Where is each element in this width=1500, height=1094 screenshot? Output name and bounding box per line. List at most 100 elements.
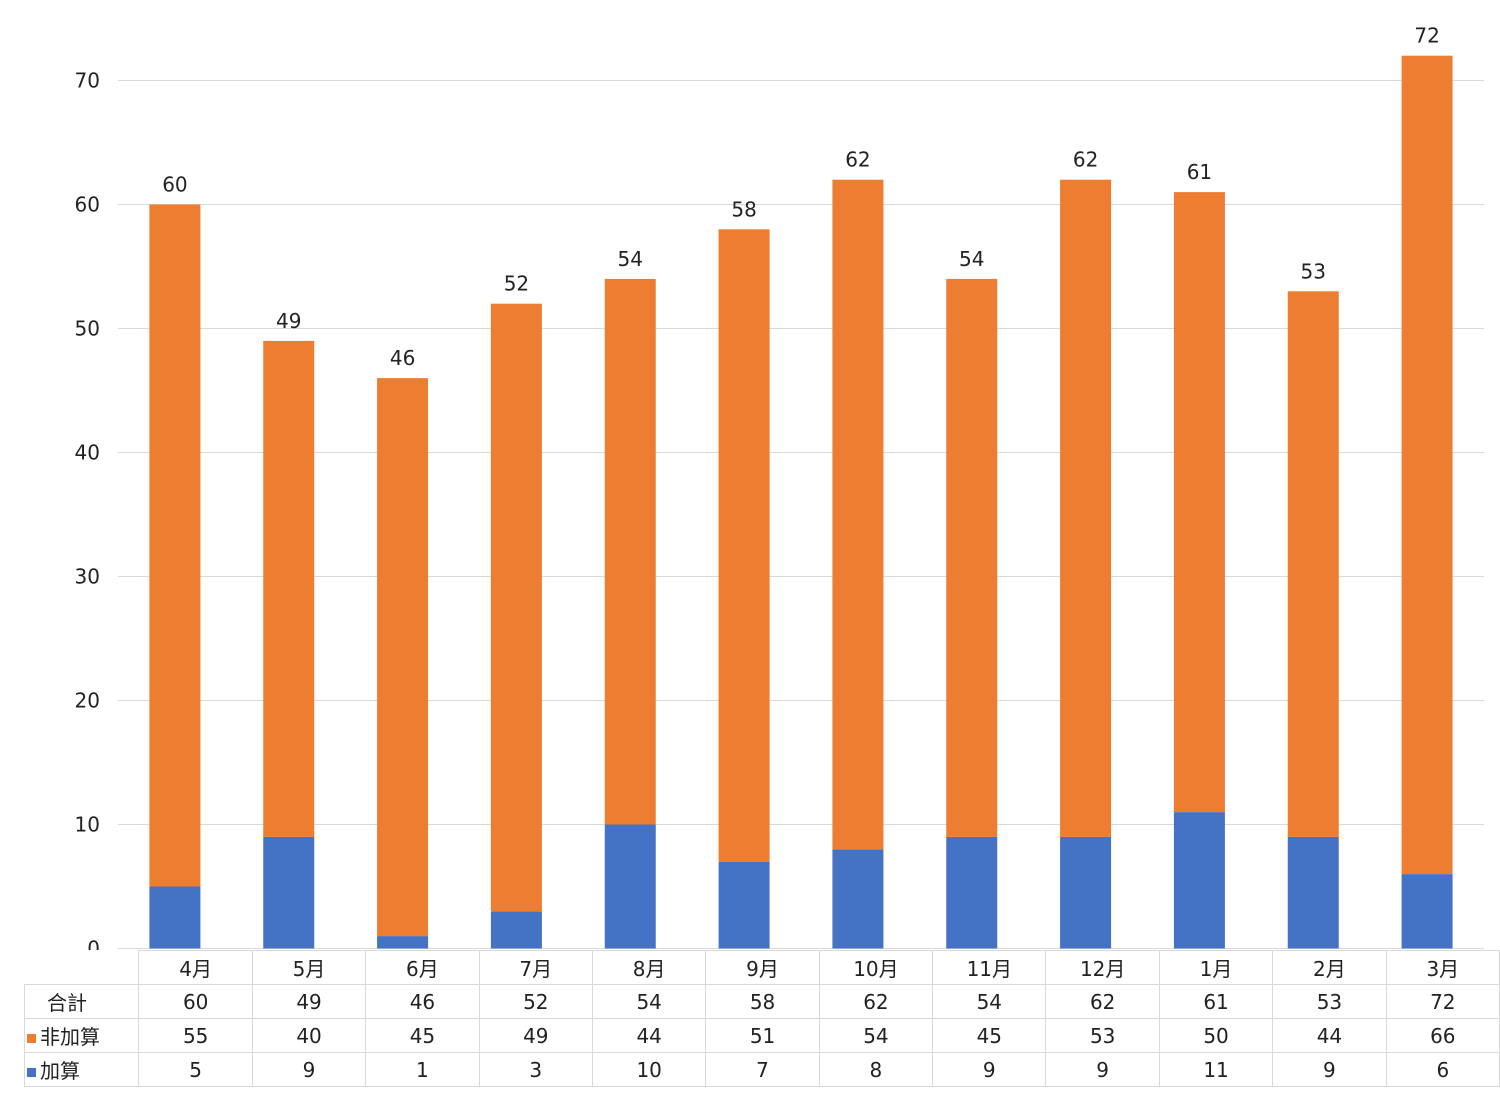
total-cell-0: 60: [138, 984, 253, 1019]
bars: [149, 55, 1453, 949]
bar-orange-3: [490, 303, 542, 912]
series-1-cell-10: 44: [1272, 1018, 1387, 1053]
series-0-cell-4: 10: [591, 1052, 707, 1087]
category-label-6: 10月: [818, 950, 934, 985]
legend-label-series-0: 加算: [40, 1059, 80, 1083]
series-0-cell-5: 7: [705, 1052, 820, 1087]
series-0-cell-2: 1: [365, 1052, 480, 1087]
row-label-total: 合計: [23, 984, 140, 1019]
total-cell-8: 62: [1045, 984, 1160, 1019]
bar-orange-0: [149, 204, 201, 887]
series-1-cell-0: 55: [138, 1018, 253, 1053]
gridlines: [118, 80, 1484, 949]
bar-blue-1: [263, 836, 315, 949]
total-cell-6: 62: [818, 984, 934, 1019]
y-tick-label-70: 70: [75, 69, 100, 93]
bar-orange-5: [718, 229, 770, 862]
legend-swatch-blue: [27, 1068, 36, 1077]
bar-orange-7: [946, 278, 998, 837]
category-label-0: 4月: [138, 950, 253, 985]
series-0-cell-6: 8: [818, 1052, 934, 1087]
data-table: 4月 5月 6月 7月 8月 9月 10月 11月 12月 1月 2月 3月 合計 60 49 46 52 5…: [23, 950, 1500, 1087]
series-1-cell-1: 40: [251, 1018, 367, 1053]
bar-orange-11: [1401, 55, 1453, 875]
category-label-5: 9月: [705, 950, 820, 985]
bar-blue-7: [946, 836, 998, 949]
total-data-label-0: 60: [162, 173, 187, 197]
y-tick-label-50: 50: [75, 317, 100, 341]
category-label-4: 8月: [591, 950, 707, 985]
bar-orange-9: [1173, 192, 1225, 813]
series-1-cell-4: 44: [591, 1018, 707, 1053]
y-tick-label-40: 40: [75, 441, 100, 465]
category-label-11: 3月: [1385, 950, 1500, 985]
total-data-label-10: 53: [1301, 259, 1326, 283]
bar-blue-3: [490, 911, 542, 949]
series-0-cell-11: 6: [1385, 1052, 1500, 1087]
category-label-2: 6月: [365, 950, 480, 985]
series-1-cell-2: 45: [365, 1018, 480, 1053]
y-tick-label-30: 30: [75, 565, 100, 589]
total-data-label-4: 54: [618, 247, 643, 271]
bar-blue-6: [832, 849, 884, 949]
series-0-cell-7: 9: [932, 1052, 1047, 1087]
bar-blue-9: [1173, 812, 1225, 949]
total-data-label-6: 62: [845, 148, 870, 172]
row-label-series-1: 非加算: [23, 1018, 140, 1053]
series-1-cell-6: 54: [818, 1018, 934, 1053]
bar-blue-4: [604, 824, 656, 949]
total-data-label-1: 49: [276, 309, 301, 333]
total-cell-4: 54: [591, 984, 707, 1019]
series-1-cell-5: 51: [705, 1018, 820, 1053]
bar-blue-2: [377, 936, 429, 949]
y-tick-label-20: 20: [75, 689, 100, 713]
category-label-9: 1月: [1158, 950, 1274, 985]
table-row-series-0: 加算 5 9 1 3 10 7 8 9 9 11 9 6: [23, 1052, 1500, 1087]
total-cell-11: 72: [1385, 984, 1500, 1019]
bar-blue-0: [149, 886, 201, 949]
bar-orange-1: [263, 340, 315, 837]
total-data-label-9: 61: [1187, 160, 1212, 184]
total-data-label-5: 58: [731, 197, 756, 221]
series-1-cell-8: 53: [1045, 1018, 1160, 1053]
total-data-label-11: 72: [1414, 24, 1439, 48]
total-cell-9: 61: [1158, 984, 1274, 1019]
y-tick-label-10: 10: [75, 813, 100, 837]
series-0-cell-8: 9: [1045, 1052, 1160, 1087]
row-label-series-0: 加算: [23, 1052, 140, 1087]
series-1-cell-7: 45: [932, 1018, 1047, 1053]
table-row-total: 合計 60 49 46 52 54 58 62 54 62 61 53 72: [23, 984, 1500, 1019]
series-1-cell-9: 50: [1158, 1018, 1274, 1053]
total-cell-10: 53: [1272, 984, 1387, 1019]
total-cell-3: 52: [478, 984, 593, 1019]
bar-orange-10: [1287, 291, 1339, 837]
table-corner: [24, 950, 140, 985]
series-0-cell-0: 5: [138, 1052, 253, 1087]
series-0-cell-3: 3: [478, 1052, 593, 1087]
y-tick-label-60: 60: [75, 193, 100, 217]
category-label-1: 5月: [251, 950, 367, 985]
series-0-cell-1: 9: [251, 1052, 367, 1087]
bar-orange-4: [604, 278, 656, 825]
total-cell-5: 58: [705, 984, 820, 1019]
total-cell-1: 49: [251, 984, 367, 1019]
bar-orange-8: [1060, 179, 1112, 837]
table-row-series-1: 非加算 55 40 45 49 44 51 54 45 53 50 44 66: [23, 1018, 1500, 1053]
total-cell-2: 46: [365, 984, 480, 1019]
legend-swatch-orange: [27, 1034, 36, 1043]
bar-orange-2: [377, 378, 429, 937]
total-data-label-3: 52: [504, 272, 529, 296]
total-labels: 60 49 46 52 54 58 62 54 62 61 53 72: [162, 24, 1440, 370]
total-cell-7: 54: [932, 984, 1047, 1019]
y-axis: 0 10 20 30 40 50 60 70: [75, 69, 100, 951]
category-label-10: 2月: [1272, 950, 1387, 985]
category-label-8: 12月: [1045, 950, 1160, 985]
bar-orange-6: [832, 179, 884, 850]
legend-label-series-1: 非加算: [40, 1025, 100, 1049]
y-tick-label-0: 0: [87, 937, 100, 951]
total-data-label-8: 62: [1073, 148, 1098, 172]
bar-blue-10: [1287, 836, 1339, 949]
stacked-bar-chart: 0 10 20 30 40 50 60 70 60 49 46 52 54 58 62 54 62 61 53 72: [75, 24, 1484, 951]
series-0-cell-10: 9: [1272, 1052, 1387, 1087]
bar-blue-5: [718, 861, 770, 949]
